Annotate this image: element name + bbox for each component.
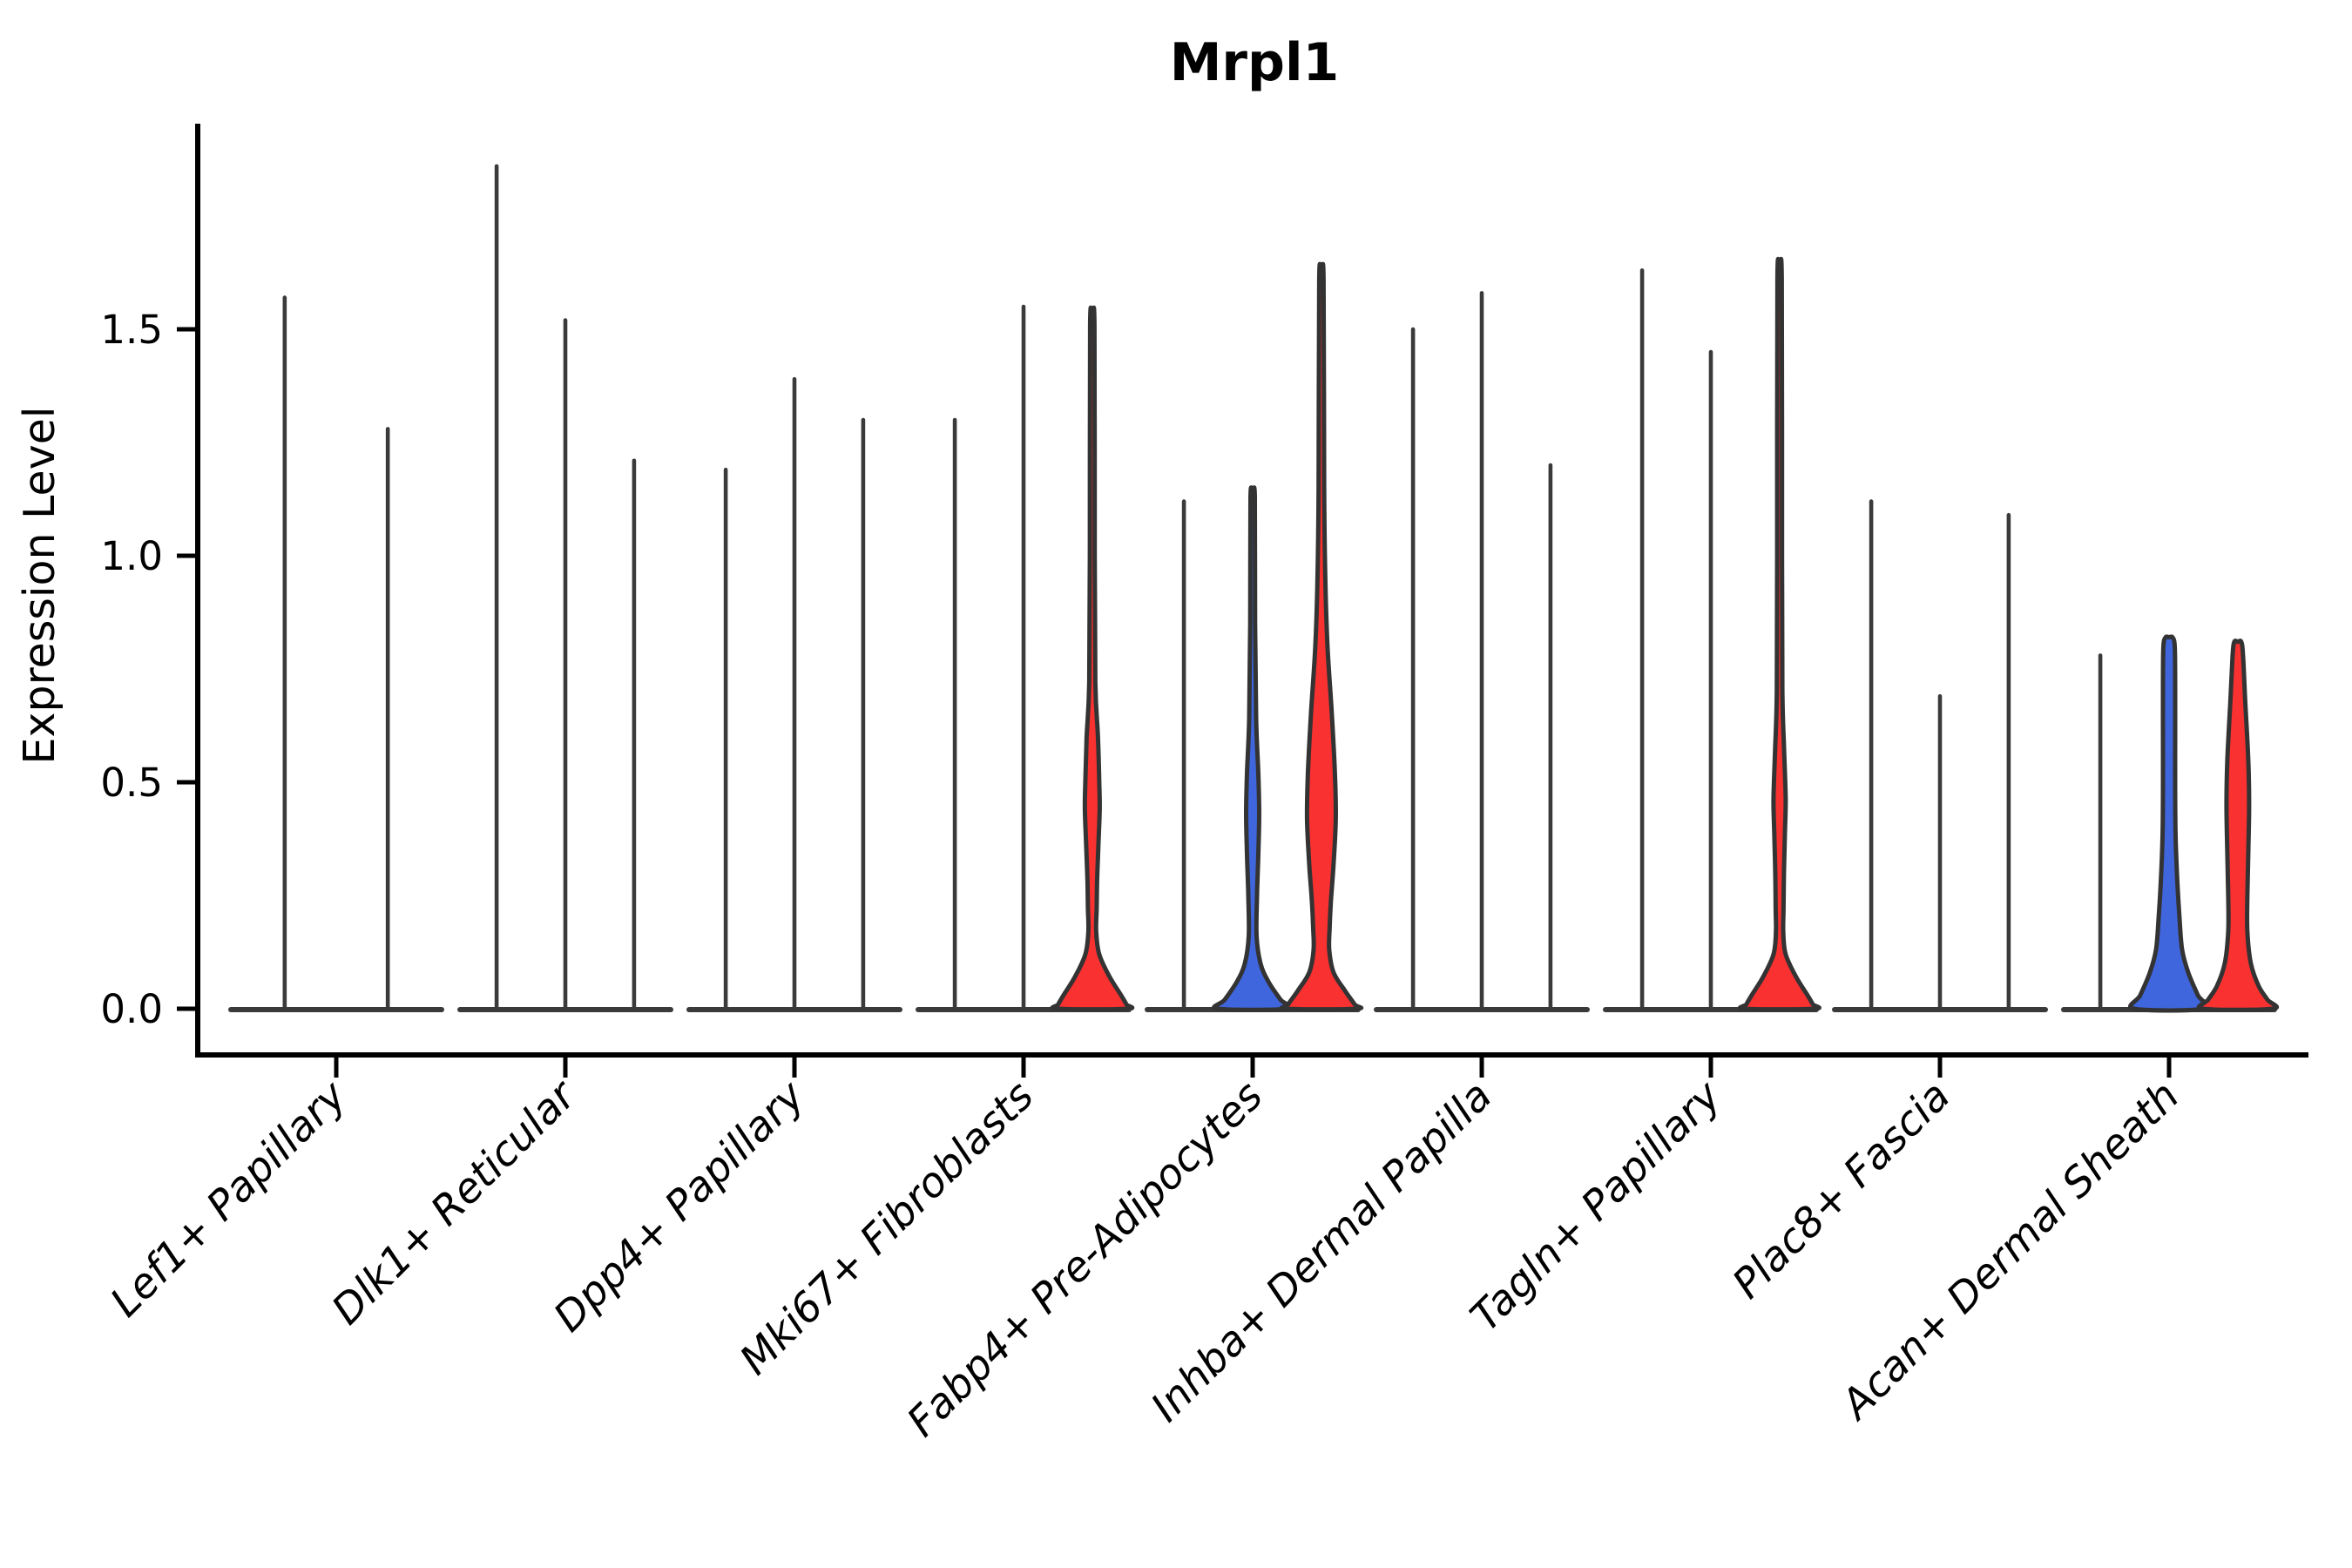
x-tick-label: Plac8+ Fascia (1723, 1072, 1959, 1308)
x-tick-label: Dpp4+ Papillary (544, 1071, 814, 1342)
axes (177, 124, 2308, 1078)
y-tick-label: 1.5 (100, 307, 163, 353)
y-axis-label: Expression Level (15, 407, 64, 765)
violin-shape-red (1050, 305, 1135, 1012)
y-tick-label: 1.0 (100, 533, 163, 579)
y-tick-label: 0.5 (100, 760, 163, 806)
violins-layer (282, 164, 2280, 1013)
y-tick-label: 0.0 (100, 986, 163, 1032)
chart-title: Mrpl1 (1170, 32, 1340, 93)
violin-shape-red (1737, 256, 1821, 1012)
violin-shape-blue (2128, 634, 2210, 1013)
x-tick-label: Dlk1+ Reticular (323, 1071, 587, 1335)
violin-shape-blue (1212, 485, 1294, 1012)
x-tick-label: Lef1+ Papillary (101, 1071, 356, 1327)
violin-shape-red (2196, 639, 2280, 1012)
x-tick-label: Tagln+ Papillary (1462, 1071, 1732, 1342)
violin-shape-red (1279, 261, 1364, 1012)
